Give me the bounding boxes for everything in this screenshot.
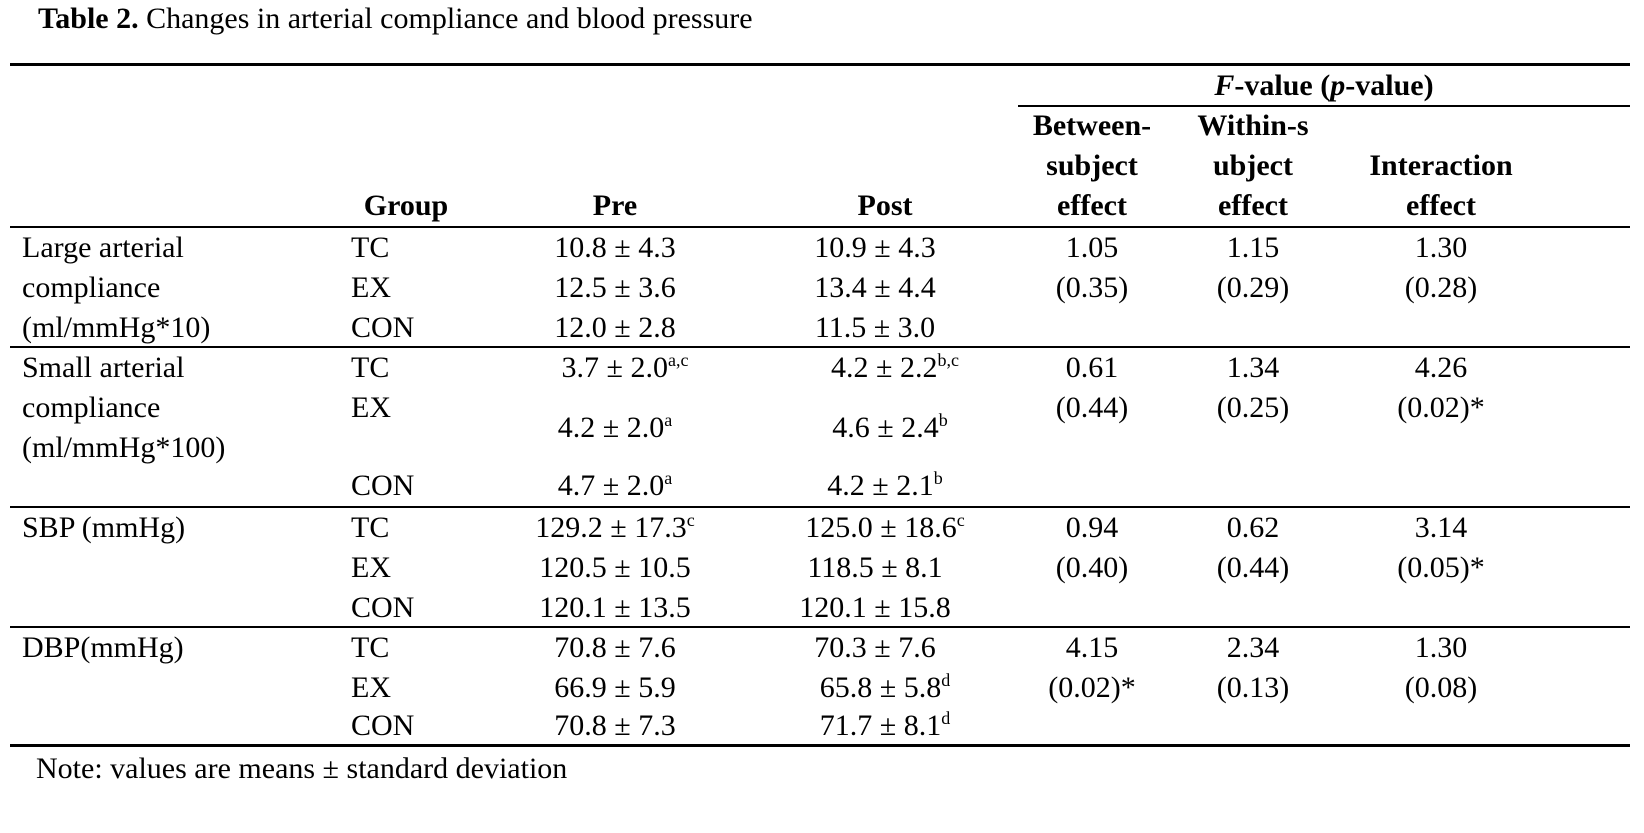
post-cell: 11.5 ± 3.0 bbox=[814, 311, 936, 344]
within-cell: (0.25) bbox=[1216, 391, 1290, 424]
col-header-group: Group bbox=[363, 189, 449, 222]
interaction-cell: (0.28) bbox=[1404, 271, 1478, 304]
top-rule bbox=[10, 63, 1630, 66]
post-cell: 13.4 ± 4.4 bbox=[814, 271, 936, 304]
pre-cell: 120.5 ± 10.5 bbox=[539, 551, 691, 584]
post-cell: 118.5 ± 8.1 bbox=[807, 551, 943, 584]
interaction-cell: 1.30 bbox=[1414, 231, 1468, 264]
pre-cell: 70.8 ± 7.6 bbox=[554, 631, 676, 664]
col-header-interaction: Interaction effect bbox=[1346, 146, 1536, 226]
col-header-between: Between- subject effect bbox=[1012, 106, 1172, 226]
post-cell: 125.0 ± 18.6c bbox=[805, 510, 965, 544]
row-label: Large arterial bbox=[22, 231, 184, 264]
f-value-italic-f: F bbox=[1214, 69, 1235, 102]
within-cell: 1.34 bbox=[1226, 351, 1280, 384]
table-note: Note: values are means ± standard deviat… bbox=[36, 752, 568, 785]
interaction-cell: 4.26 bbox=[1414, 351, 1468, 384]
post-cell: 4.2 ± 2.1b bbox=[827, 468, 943, 502]
post-cell: 10.9 ± 4.3 bbox=[814, 231, 936, 264]
interaction-cell: (0.05)* bbox=[1397, 551, 1485, 584]
table-caption-label: Table 2. bbox=[38, 2, 139, 35]
group-cell: EX bbox=[351, 671, 391, 704]
bottom-rule bbox=[10, 744, 1630, 747]
table-caption-text: Changes in arterial compliance and blood… bbox=[146, 2, 753, 35]
interaction-cell: (0.02)* bbox=[1397, 391, 1485, 424]
group-cell: CON bbox=[351, 469, 415, 502]
interaction-cell: (0.08) bbox=[1404, 671, 1478, 704]
group-cell: CON bbox=[351, 591, 415, 624]
row-label: DBP(mmHg) bbox=[22, 631, 184, 664]
pre-cell: 70.8 ± 7.3 bbox=[554, 709, 676, 742]
within-cell: (0.44) bbox=[1216, 551, 1290, 584]
within-cell: 1.15 bbox=[1226, 231, 1280, 264]
group-cell: TC bbox=[351, 631, 390, 664]
within-cell: 0.62 bbox=[1226, 511, 1280, 544]
within-cell: (0.29) bbox=[1216, 271, 1290, 304]
post-cell: 4.2 ± 2.2b,c bbox=[831, 350, 959, 384]
group-cell: TC bbox=[351, 231, 390, 264]
post-cell: 120.1 ± 15.8 bbox=[799, 591, 951, 624]
row-label: (ml/mmHg*100) bbox=[22, 431, 226, 464]
f-value-italic-p: p bbox=[1330, 69, 1346, 102]
col-header-within: Within-s ubject effect bbox=[1178, 106, 1328, 226]
post-cell: 70.3 ± 7.6 bbox=[814, 631, 936, 664]
col-header-within-line: Within-s bbox=[1197, 109, 1309, 142]
f-value-rule bbox=[1018, 105, 1630, 107]
pre-cell: 129.2 ± 17.3c bbox=[535, 510, 695, 544]
row-label: compliance bbox=[22, 391, 161, 424]
between-cell: 0.94 bbox=[1065, 511, 1119, 544]
header-rule bbox=[10, 226, 1630, 228]
group-cell: TC bbox=[351, 351, 390, 384]
between-cell: 0.61 bbox=[1065, 351, 1119, 384]
col-header-between-line: effect bbox=[1057, 189, 1127, 222]
row-label: SBP (mmHg) bbox=[22, 511, 186, 544]
col-header-interaction-line: Interaction bbox=[1369, 149, 1513, 182]
between-cell: (0.40) bbox=[1055, 551, 1129, 584]
interaction-cell: 3.14 bbox=[1414, 511, 1468, 544]
col-header-within-line: ubject bbox=[1213, 149, 1293, 182]
f-value-header: F-value (p-value) bbox=[1018, 66, 1630, 106]
between-cell: (0.02)* bbox=[1048, 671, 1136, 704]
pre-cell: 120.1 ± 13.5 bbox=[539, 591, 691, 624]
row-label: Small arterial bbox=[22, 351, 185, 384]
col-header-between-line: Between- bbox=[1032, 109, 1152, 142]
f-value-mid: -value ( bbox=[1234, 69, 1331, 102]
col-header-between-line: subject bbox=[1046, 149, 1138, 182]
pre-cell: 4.2 ± 2.0a bbox=[557, 410, 673, 444]
post-cell: 65.8 ± 5.8d bbox=[819, 670, 951, 704]
within-cell: 2.34 bbox=[1226, 631, 1280, 664]
group-cell: EX bbox=[351, 391, 391, 424]
row-label: (ml/mmHg*10) bbox=[22, 311, 211, 344]
group-cell: TC bbox=[351, 511, 390, 544]
post-cell: 4.6 ± 2.4b bbox=[832, 410, 948, 444]
group-cell: CON bbox=[351, 709, 415, 742]
row-label: compliance bbox=[22, 271, 161, 304]
section-rule-3 bbox=[10, 626, 1630, 628]
pre-cell: 12.5 ± 3.6 bbox=[554, 271, 676, 304]
between-cell: (0.44) bbox=[1055, 391, 1129, 424]
between-cell: 4.15 bbox=[1065, 631, 1119, 664]
interaction-cell: 1.30 bbox=[1414, 631, 1468, 664]
col-header-interaction-line: effect bbox=[1406, 189, 1476, 222]
pre-cell: 3.7 ± 2.0a,c bbox=[561, 350, 689, 384]
post-cell: 71.7 ± 8.1d bbox=[819, 708, 951, 742]
pre-cell: 10.8 ± 4.3 bbox=[554, 231, 676, 264]
group-cell: EX bbox=[351, 271, 391, 304]
pre-cell: 12.0 ± 2.8 bbox=[554, 311, 676, 344]
within-cell: (0.13) bbox=[1216, 671, 1290, 704]
pre-cell: 66.9 ± 5.9 bbox=[554, 671, 676, 704]
table-caption: Table 2. Changes in arterial compliance … bbox=[38, 0, 753, 38]
f-value-end: -value) bbox=[1345, 69, 1434, 102]
col-header-pre: Pre bbox=[592, 189, 638, 222]
section-rule-1 bbox=[10, 346, 1630, 348]
group-cell: CON bbox=[351, 311, 415, 344]
col-header-within-line: effect bbox=[1218, 189, 1288, 222]
group-cell: EX bbox=[351, 551, 391, 584]
between-cell: (0.35) bbox=[1055, 271, 1129, 304]
col-header-post: Post bbox=[857, 189, 913, 222]
section-rule-2 bbox=[10, 506, 1630, 508]
pre-cell: 4.7 ± 2.0a bbox=[557, 468, 673, 502]
between-cell: 1.05 bbox=[1065, 231, 1119, 264]
